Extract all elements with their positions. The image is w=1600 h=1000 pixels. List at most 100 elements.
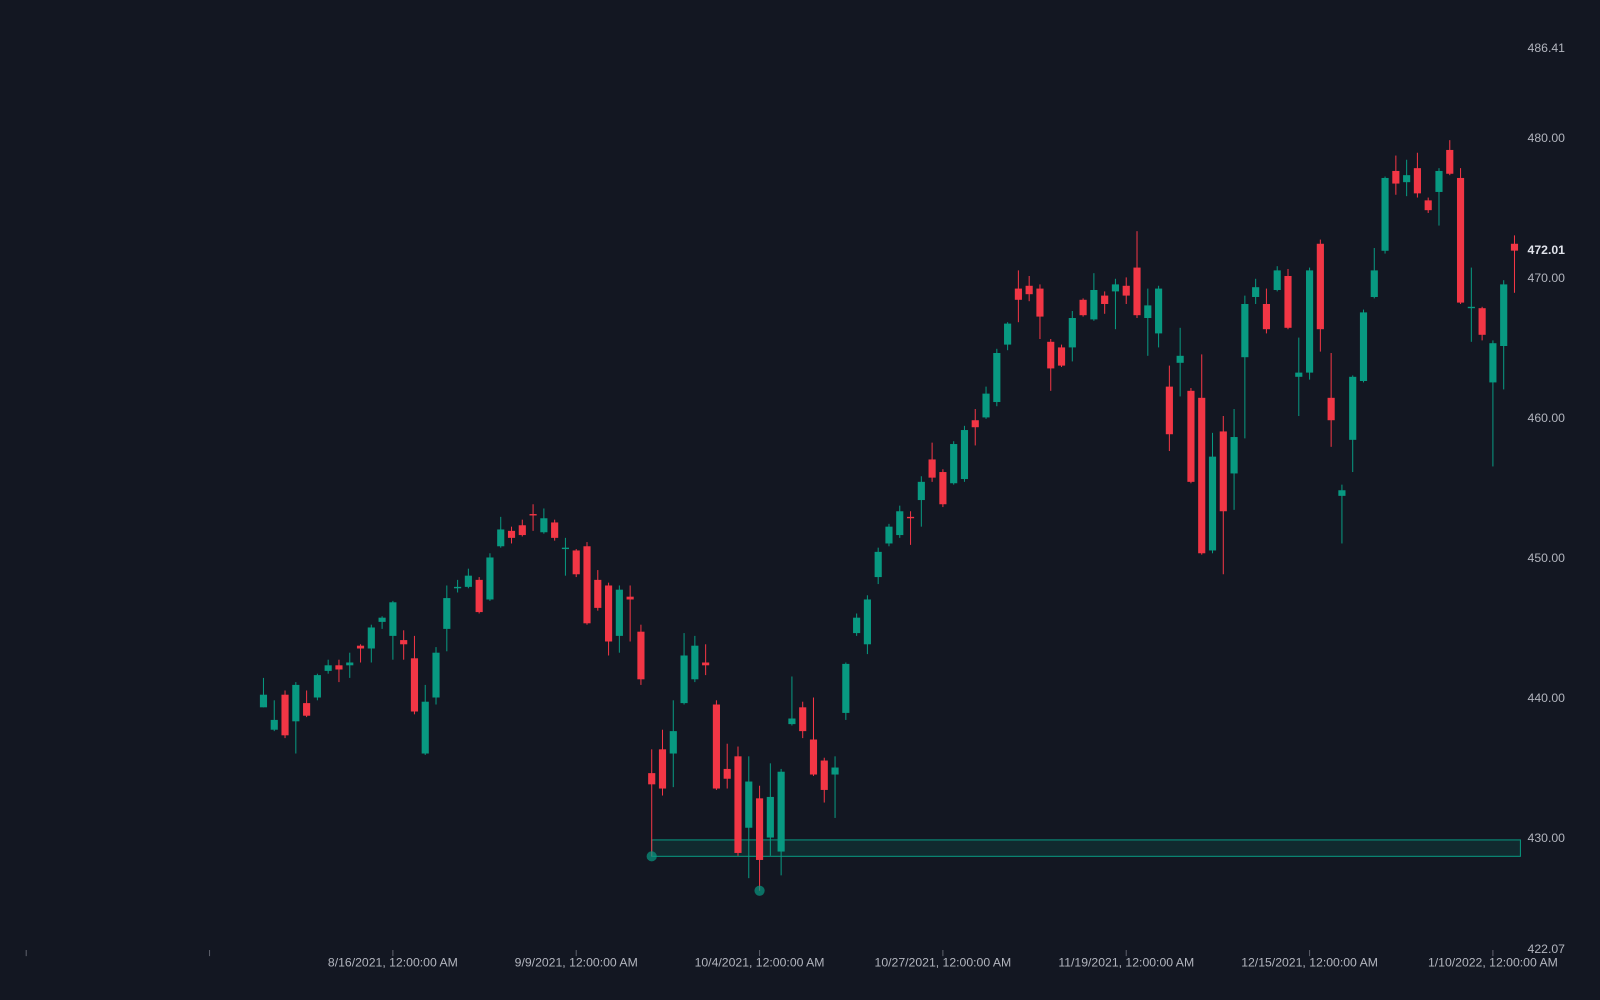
candle-body	[863, 599, 871, 645]
candle-body	[356, 645, 365, 649]
candle-body	[443, 598, 451, 629]
x-tick-label: 9/9/2021, 12:00:00 AM	[515, 955, 638, 969]
candle-body	[1316, 243, 1324, 330]
candle-body	[551, 522, 559, 538]
candle-body	[410, 658, 419, 712]
candle-body	[497, 529, 505, 547]
candle-body	[723, 768, 731, 779]
candle-body	[712, 704, 720, 789]
candle-body	[1241, 303, 1249, 358]
candle-body	[324, 665, 332, 671]
candle-body	[648, 773, 656, 785]
x-tick-label: 12/15/2021, 12:00:00 AM	[1241, 955, 1378, 969]
candle-body	[1014, 288, 1022, 300]
candle-body	[1047, 341, 1055, 369]
y-tick-label: 470.00	[1528, 271, 1566, 285]
candle-body	[518, 525, 526, 536]
y-tick-label: 450.00	[1528, 551, 1566, 565]
candle-body	[583, 546, 591, 624]
candle-body	[1165, 386, 1173, 435]
candle-body	[1101, 295, 1109, 304]
candle-body	[1122, 285, 1130, 296]
low-marker	[754, 885, 765, 896]
candle-body	[820, 760, 828, 790]
candle-body	[432, 652, 440, 698]
y-tick-label: 440.00	[1528, 691, 1566, 705]
candle-body	[896, 511, 904, 536]
candle-body	[335, 665, 343, 670]
candle-body	[313, 675, 321, 698]
x-tick-label: 8/16/2021, 12:00:00 AM	[328, 955, 458, 969]
candle-body	[1338, 490, 1346, 496]
candle-body	[400, 640, 408, 645]
last-price-label: 472.01	[1528, 243, 1566, 257]
candle-body	[982, 393, 990, 418]
candle-body	[1090, 289, 1098, 320]
candle-body	[1079, 299, 1087, 316]
x-tick-label: 1/10/2022, 12:00:00 AM	[1428, 955, 1558, 969]
candle-body	[680, 655, 688, 704]
candle-body	[1111, 284, 1120, 292]
y-tick-label: 422.07	[1528, 942, 1566, 956]
candle-body	[745, 781, 753, 828]
candle-body	[1467, 306, 1475, 309]
candle-body	[1176, 355, 1184, 363]
candle-body	[950, 444, 958, 484]
candle-body	[702, 662, 710, 666]
candle-body	[1057, 347, 1066, 366]
candle-body	[1413, 168, 1421, 194]
candle-body	[658, 749, 667, 789]
candle-body	[917, 481, 925, 501]
candle-body	[777, 771, 785, 852]
candle-body	[270, 719, 278, 730]
candle-body	[885, 526, 893, 544]
candle-body	[475, 579, 483, 613]
candle-body	[561, 547, 570, 550]
candle-body	[755, 798, 764, 860]
candle-body	[1036, 288, 1044, 317]
candle-body	[259, 694, 268, 708]
candle-body	[1359, 312, 1368, 382]
y-tick-label: 460.00	[1528, 411, 1566, 425]
candle-body	[799, 707, 807, 732]
candle-body	[1068, 317, 1076, 348]
candle-body	[691, 645, 699, 680]
y-tick-label: 480.00	[1528, 131, 1566, 145]
candle-body	[1446, 149, 1454, 174]
candle-body	[346, 662, 354, 666]
x-tick-label: 10/27/2021, 12:00:00 AM	[875, 955, 1012, 969]
x-tick-label: 10/4/2021, 12:00:00 AM	[695, 955, 825, 969]
candle-body	[906, 516, 915, 519]
candle-body	[421, 701, 429, 754]
candle-body	[1478, 308, 1486, 335]
candle-body	[1219, 431, 1227, 512]
candle-body	[626, 596, 634, 600]
candle-body	[939, 472, 947, 505]
candle-body	[1349, 376, 1357, 440]
candle-body	[1489, 343, 1497, 383]
candle-body	[1295, 372, 1303, 377]
candle-body	[1252, 287, 1260, 297]
candle-body	[1424, 200, 1432, 211]
candle-body	[766, 796, 774, 838]
candle-body	[292, 684, 300, 722]
candle-body	[529, 514, 537, 516]
candle-body	[734, 756, 742, 853]
candle-body	[1305, 270, 1314, 373]
candle-body	[1510, 243, 1519, 251]
candle-body	[1435, 170, 1443, 192]
candle-body	[1381, 177, 1389, 251]
candle-body	[1392, 170, 1400, 184]
candle-body	[1262, 303, 1271, 330]
candle-body	[389, 602, 397, 636]
candle-body	[464, 575, 472, 587]
candle-body	[378, 617, 386, 622]
x-tick-label: 11/19/2021, 12:00:00 AM	[1058, 955, 1194, 969]
candle-body	[637, 631, 645, 680]
candle-body	[842, 663, 850, 713]
candle-body	[1230, 437, 1238, 474]
candle-body	[486, 557, 494, 600]
candle-body	[874, 551, 882, 578]
